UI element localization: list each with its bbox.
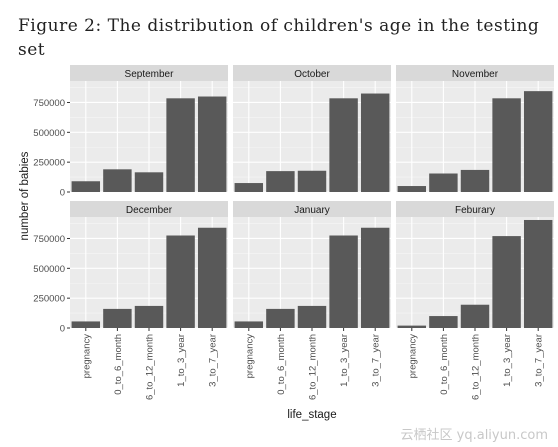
figure-caption: Figure 2: The distribution of children's…: [18, 16, 540, 60]
bar-6_to_12_month: [460, 169, 490, 192]
bar-pregnancy: [397, 186, 427, 192]
x-tick-label: pregnancy: [407, 334, 418, 379]
x-tick-label: 6_to_12_month: [308, 334, 319, 400]
facet-title: December: [126, 205, 173, 216]
facet-title: October: [294, 69, 330, 80]
x-tick-label: pregnancy: [81, 334, 92, 379]
x-tick-label: 1_to_3_year: [339, 334, 350, 387]
facet-title: September: [125, 69, 175, 80]
bar-3_to_7_year: [197, 96, 227, 192]
facet-title: November: [452, 69, 499, 80]
bar-pregnancy: [234, 321, 264, 328]
x-axis-title: life_stage: [287, 409, 336, 421]
x-tick-label: 3_to_7_year: [371, 334, 382, 387]
x-tick-label: 6_to_12_month: [471, 334, 482, 400]
bar-1_to_3_year: [329, 235, 358, 328]
bar-3_to_7_year: [523, 219, 553, 328]
y-tick-label: 750000: [33, 234, 65, 245]
y-tick-label: 0: [60, 324, 65, 335]
y-tick-label: 250000: [33, 294, 65, 305]
y-tick-label: 500000: [33, 128, 65, 139]
bar-1_to_3_year: [329, 98, 358, 192]
bar-1_to_3_year: [166, 98, 195, 192]
x-tick-label: 0_to_6_month: [276, 334, 287, 395]
y-tick-label: 500000: [33, 264, 65, 275]
bar-pregnancy: [71, 181, 101, 192]
x-tick-label: 1_to_3_year: [502, 334, 513, 387]
bar-pregnancy: [397, 325, 427, 328]
bar-3_to_7_year: [360, 93, 390, 192]
bar-3_to_7_year: [360, 227, 390, 328]
x-tick-label: 0_to_6_month: [113, 334, 124, 395]
bar-pregnancy: [234, 183, 264, 192]
x-tick-label: 3_to_7_year: [534, 334, 545, 387]
watermark: 云栖社区 yq.aliyun.com: [400, 428, 548, 443]
y-tick-label: 0: [60, 188, 65, 199]
bar-6_to_12_month: [297, 305, 327, 328]
x-tick-label: 3_to_7_year: [208, 334, 219, 387]
x-tick-label: 6_to_12_month: [145, 334, 156, 400]
y-axis-title: number of babies: [19, 151, 31, 240]
bar-0_to_6_month: [429, 316, 458, 328]
bar-3_to_7_year: [197, 227, 227, 328]
y-tick-label: 750000: [33, 98, 65, 109]
bar-0_to_6_month: [266, 308, 295, 328]
x-tick-label: 0_to_6_month: [439, 334, 450, 395]
bar-6_to_12_month: [297, 170, 327, 192]
bar-6_to_12_month: [460, 304, 490, 328]
bar-3_to_7_year: [523, 91, 553, 192]
facet-strip: [70, 201, 228, 217]
bar-1_to_3_year: [492, 98, 521, 192]
bar-0_to_6_month: [103, 308, 132, 328]
x-tick-label: pregnancy: [244, 334, 255, 379]
bar-pregnancy: [71, 321, 101, 328]
bar-0_to_6_month: [103, 169, 132, 192]
bar-0_to_6_month: [429, 173, 458, 192]
bar-6_to_12_month: [134, 305, 164, 328]
facet-strip: [396, 201, 554, 217]
facet-strip: [233, 65, 391, 81]
y-tick-label: 250000: [33, 158, 65, 169]
facet-title: Feburary: [455, 205, 495, 216]
x-tick-label: 1_to_3_year: [176, 334, 187, 387]
bar-1_to_3_year: [492, 236, 521, 328]
facet-title: January: [294, 205, 330, 216]
bar-1_to_3_year: [166, 235, 195, 328]
facet-strip: [233, 201, 391, 217]
facet-strip: [396, 65, 554, 81]
bar-0_to_6_month: [266, 171, 295, 192]
bar-6_to_12_month: [134, 172, 164, 192]
facet-strip: [70, 65, 228, 81]
